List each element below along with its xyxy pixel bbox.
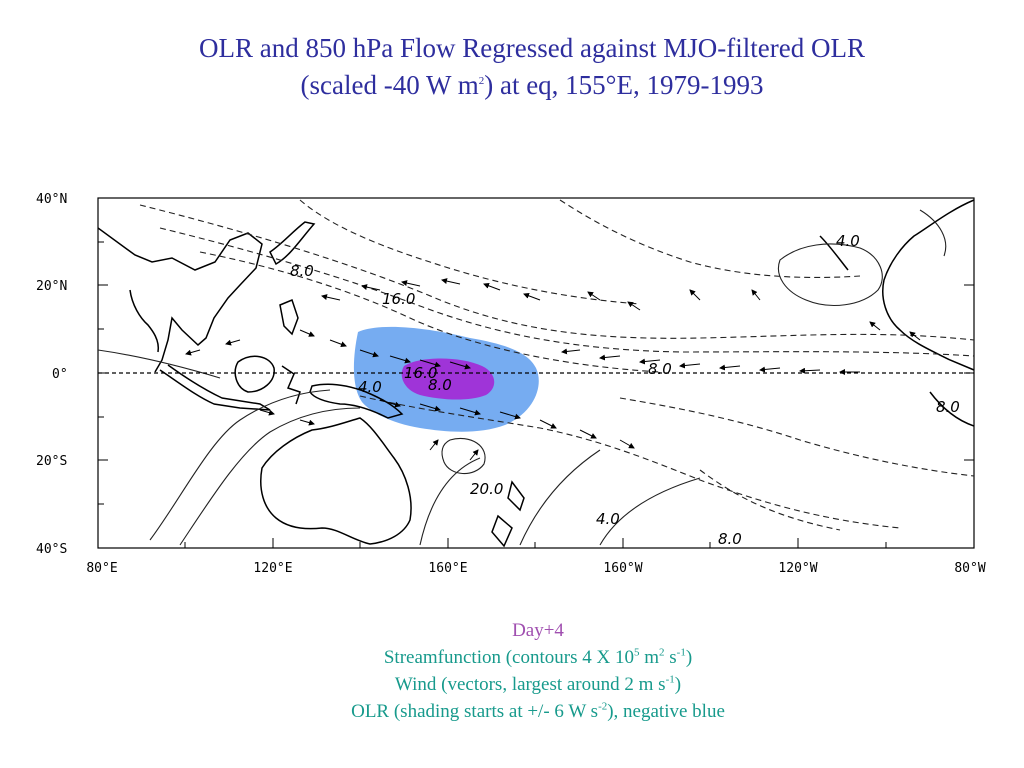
title-line-2-sup: 2 xyxy=(478,75,485,87)
title-line-2: (scaled -40 W m2) at eq, 155°E, 1979-199… xyxy=(0,67,1024,104)
caption-streamfunction: Streamfunction (contours 4 X 105 m2 s-1) xyxy=(0,644,1024,671)
caption-sup: -1 xyxy=(676,646,686,659)
caption-text: ) xyxy=(685,647,693,668)
caption-sup: -2 xyxy=(598,700,608,713)
lon-label: 160°E xyxy=(428,561,467,576)
lat-label: 40°S xyxy=(36,542,67,557)
lat-label: 0° xyxy=(52,367,68,382)
day-label: Day+4 xyxy=(512,620,564,641)
caption-sup: 5 xyxy=(633,646,640,659)
caption-text: s xyxy=(664,647,677,668)
captions: Day+4 Streamfunction (contours 4 X 105 m… xyxy=(0,617,1024,725)
caption-text: ) xyxy=(674,674,682,695)
caption-text: m xyxy=(639,647,659,668)
wind-vectors xyxy=(185,278,921,461)
caption-wind: Wind (vectors, largest around 2 m s-1) xyxy=(0,671,1024,698)
chart-title: OLR and 850 hPa Flow Regressed against M… xyxy=(0,30,1024,104)
latitude-labels: 40°N 20°N 0° 20°S 40°S xyxy=(36,192,68,557)
lat-label: 20°N xyxy=(36,279,67,294)
caption-text: Streamfunction (contours 4 X 10 xyxy=(383,647,634,668)
caption-olr: OLR (shading starts at +/- 6 W s-2), neg… xyxy=(0,698,1024,725)
contour-label: 4.0 xyxy=(358,378,382,396)
contour-label: 8.0 xyxy=(648,360,672,378)
longitude-labels: 80°E 120°E 160°E 160°W 120°W 80°W xyxy=(86,561,985,576)
lat-label: 20°S xyxy=(36,454,67,469)
contour-label: 4.0 xyxy=(596,510,620,528)
contour-label: 20.0 xyxy=(470,480,503,498)
streamfunction-contours xyxy=(98,199,974,546)
contour-label: 16.0 xyxy=(382,290,415,308)
contour-label: 4.0 xyxy=(836,232,860,250)
contour-label: 16.0 xyxy=(404,364,437,382)
contour-labels: 16.0 8.0 4.0 16.0 8.0 20.0 4.0 4.0 8.0 8… xyxy=(290,232,960,548)
caption-sup: -1 xyxy=(665,673,675,686)
title-line-2-pre: (scaled -40 W m xyxy=(300,70,479,100)
caption-text: ), negative blue xyxy=(607,701,725,722)
lon-label: 120°W xyxy=(778,561,817,576)
contour-label: 8.0 xyxy=(718,530,742,548)
title-line-1: OLR and 850 hPa Flow Regressed against M… xyxy=(199,33,865,63)
lon-label: 80°W xyxy=(954,561,985,576)
contour-label: 8.0 xyxy=(936,398,960,416)
title-line-2-post: ) at eq, 155°E, 1979-1993 xyxy=(484,70,764,100)
coastlines xyxy=(98,199,974,548)
regression-map: 16.0 8.0 4.0 16.0 8.0 20.0 4.0 4.0 8.0 8… xyxy=(36,192,986,576)
caption-text: OLR (shading starts at +/- 6 W s xyxy=(351,701,599,722)
lat-label: 40°N xyxy=(36,192,67,207)
lon-label: 80°E xyxy=(86,561,117,576)
caption-sup: 2 xyxy=(659,646,665,659)
caption-text: Wind (vectors, largest around 2 m s xyxy=(394,674,666,695)
axis-ticks xyxy=(97,197,975,548)
contour-label: 8.0 xyxy=(290,262,314,280)
contour-label: 8.0 xyxy=(428,376,452,394)
lon-label: 120°E xyxy=(253,561,292,576)
olr-strong-negative-shading xyxy=(401,358,495,400)
lon-label: 160°W xyxy=(603,561,642,576)
